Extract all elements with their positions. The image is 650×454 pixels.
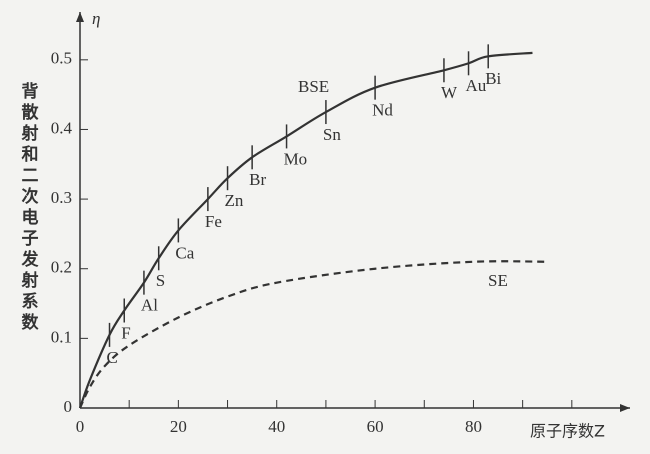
y-tick-label: 0.3 — [51, 188, 72, 207]
element-label: Fe — [205, 212, 222, 231]
y-axis-label-char: 发 — [21, 249, 40, 270]
y-axis-label-char: 二 — [22, 166, 39, 186]
y-tick-label: 0.5 — [51, 49, 72, 68]
element-label: Ca — [175, 243, 194, 262]
element-label: Au — [466, 76, 487, 95]
y-axis-label-char: 系 — [22, 292, 39, 312]
element-label: Zn — [225, 191, 244, 210]
series-line — [78, 51, 533, 409]
y-axis-label-char: 数 — [22, 312, 40, 333]
y-axis-label-char: 次 — [22, 186, 39, 207]
y-axis-label-char: 射 — [21, 270, 39, 291]
y-tick-label: 0.2 — [51, 258, 72, 277]
series-label: BSE — [298, 77, 329, 96]
y-tick-label: 0.4 — [51, 118, 73, 137]
element-label: F — [121, 323, 130, 342]
element-label: Mo — [284, 149, 308, 168]
element-label: Al — [141, 296, 158, 315]
x-tick-label: 40 — [268, 417, 285, 436]
x-axis-arrow — [620, 404, 630, 412]
y-axis-symbol: η — [92, 9, 100, 28]
x-axis-label: 原子序数Z — [530, 422, 605, 441]
element-label: Nd — [372, 101, 393, 120]
element-label: C — [107, 348, 118, 367]
element-label: W — [441, 83, 458, 102]
y-axis-label-char: 和 — [22, 145, 39, 165]
y-axis-label-char: 电 — [22, 207, 39, 228]
y-tick-label: 0.1 — [51, 327, 72, 346]
element-label: Br — [249, 170, 266, 189]
series-label: SE — [488, 271, 508, 290]
series-line — [79, 260, 548, 409]
y-axis-label-char: 散 — [22, 102, 40, 123]
element-label: Sn — [323, 125, 341, 144]
y-tick-label: 0 — [64, 397, 73, 416]
x-tick-label: 60 — [367, 417, 384, 436]
y-axis-label-char: 子 — [22, 229, 39, 249]
x-tick-label: 80 — [465, 417, 482, 436]
x-tick-label: 20 — [170, 417, 187, 436]
y-axis-label-char: 射 — [21, 123, 39, 144]
element-label: S — [156, 271, 165, 290]
y-axis-label-char: 背 — [22, 81, 39, 102]
element-label: Bi — [485, 69, 501, 88]
y-axis-arrow — [76, 12, 84, 22]
x-tick-label: 0 — [76, 417, 85, 436]
